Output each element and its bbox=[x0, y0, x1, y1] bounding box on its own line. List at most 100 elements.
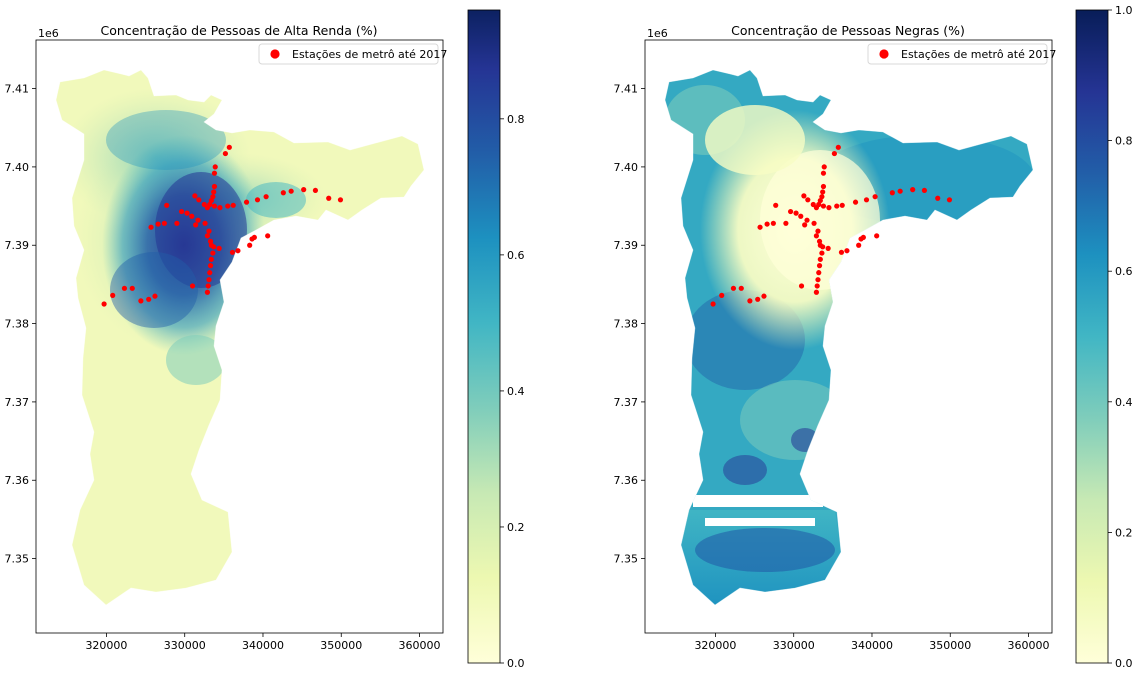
colorbar-tick-label: 0.8 bbox=[507, 113, 525, 126]
station-point bbox=[152, 293, 158, 299]
station-point bbox=[719, 292, 725, 298]
station-point bbox=[831, 150, 838, 157]
station-point bbox=[210, 250, 216, 256]
station-point bbox=[210, 194, 216, 200]
legend: Estações de metrô até 2017 bbox=[258, 43, 447, 65]
station-point bbox=[921, 187, 928, 194]
station-point bbox=[761, 293, 767, 299]
city-choropleth bbox=[56, 70, 424, 605]
station-point bbox=[844, 248, 850, 254]
station-point bbox=[155, 221, 161, 227]
station-point bbox=[146, 296, 152, 302]
station-point bbox=[247, 242, 253, 248]
legend-marker bbox=[879, 49, 889, 59]
station-point bbox=[755, 296, 761, 302]
station-point bbox=[817, 256, 823, 262]
station-point bbox=[204, 233, 211, 239]
legend-box bbox=[258, 43, 439, 65]
station-point bbox=[101, 301, 107, 307]
station-point bbox=[337, 197, 344, 203]
colorbar-tick-label: 0.6 bbox=[1115, 265, 1133, 278]
station-point bbox=[121, 285, 128, 291]
station-point bbox=[230, 202, 236, 208]
y-axis: 1e6 7.35 7.36 7.37 7.38 7.39 7.40 7.41 bbox=[5, 27, 59, 566]
station-point bbox=[206, 228, 212, 234]
subway-stations bbox=[101, 144, 344, 307]
colorbar-tick-label: 1.0 bbox=[1115, 4, 1133, 17]
station-point bbox=[211, 183, 218, 190]
colorbar-tick-label: 0.4 bbox=[1115, 396, 1133, 409]
station-point bbox=[202, 220, 208, 226]
station-point bbox=[235, 248, 241, 254]
station-point bbox=[839, 202, 845, 208]
station-point bbox=[211, 203, 218, 209]
y-tick-label: 7.36 bbox=[614, 474, 639, 487]
station-point bbox=[207, 238, 214, 244]
station-point bbox=[207, 263, 214, 269]
x-tick-label: 350000 bbox=[929, 639, 971, 652]
station-point bbox=[225, 203, 231, 209]
station-point bbox=[207, 270, 213, 276]
station-point bbox=[897, 188, 903, 194]
colorbar-tick-label: 0.0 bbox=[1115, 657, 1133, 670]
station-point bbox=[206, 277, 212, 283]
station-point bbox=[889, 190, 895, 196]
colorbar-tick-label: 0.0 bbox=[507, 657, 525, 670]
station-point bbox=[178, 208, 185, 215]
station-point bbox=[802, 222, 808, 228]
station-point bbox=[764, 221, 770, 227]
legend-marker bbox=[270, 49, 280, 59]
station-point bbox=[783, 220, 789, 226]
station-point bbox=[816, 263, 823, 269]
station-point bbox=[164, 202, 170, 208]
station-point bbox=[222, 150, 229, 157]
station-point bbox=[820, 244, 826, 250]
station-point bbox=[211, 244, 217, 250]
station-point bbox=[301, 187, 307, 193]
colorbar: 0.0 0.2 0.4 0.6 0.8 1.0 bbox=[1075, 4, 1133, 670]
legend-label: Estações de metrô até 2017 bbox=[901, 48, 1056, 61]
station-point bbox=[757, 224, 763, 230]
station-point bbox=[184, 210, 190, 216]
station-point bbox=[820, 189, 826, 195]
y-offset-label: 1e6 bbox=[647, 27, 668, 40]
colorbar-tick-label: 0.8 bbox=[1115, 135, 1133, 148]
y-tick-label: 7.35 bbox=[614, 553, 639, 566]
y-tick-label: 7.36 bbox=[5, 474, 30, 487]
legend-box bbox=[867, 43, 1048, 65]
station-point bbox=[805, 197, 811, 203]
axes-frame bbox=[35, 39, 444, 634]
map-panel-pessoas-negras: Concentração de Pessoas Negras (%) bbox=[614, 4, 1133, 670]
station-point bbox=[820, 203, 827, 209]
station-point bbox=[189, 213, 195, 219]
station-point bbox=[201, 201, 207, 208]
colorbar-tick-label: 0.4 bbox=[507, 385, 525, 398]
station-point bbox=[787, 208, 794, 215]
station-point bbox=[193, 222, 199, 228]
y-tick-label: 7.37 bbox=[614, 396, 639, 409]
x-tick-label: 340000 bbox=[851, 639, 893, 652]
axes-frame bbox=[644, 39, 1053, 634]
station-point bbox=[798, 213, 804, 219]
legend: Estações de metrô até 2017 bbox=[867, 43, 1056, 65]
x-tick-label: 320000 bbox=[694, 639, 736, 652]
station-point bbox=[814, 283, 820, 289]
station-point bbox=[216, 245, 222, 251]
x-tick-label: 340000 bbox=[242, 639, 284, 652]
station-point bbox=[863, 197, 870, 203]
station-point bbox=[838, 249, 845, 255]
station-point bbox=[946, 197, 953, 203]
station-point bbox=[815, 277, 821, 283]
city-choropleth bbox=[665, 70, 1033, 605]
station-point bbox=[204, 289, 211, 295]
chart-title: Concentração de Pessoas de Alta Renda (%… bbox=[101, 23, 378, 38]
station-point bbox=[208, 256, 214, 262]
station-point bbox=[212, 164, 218, 170]
station-point bbox=[935, 195, 941, 201]
station-point bbox=[856, 242, 862, 248]
station-point bbox=[312, 187, 319, 194]
station-point bbox=[852, 199, 859, 205]
station-point bbox=[211, 189, 217, 195]
y-tick-label: 7.39 bbox=[614, 239, 639, 252]
